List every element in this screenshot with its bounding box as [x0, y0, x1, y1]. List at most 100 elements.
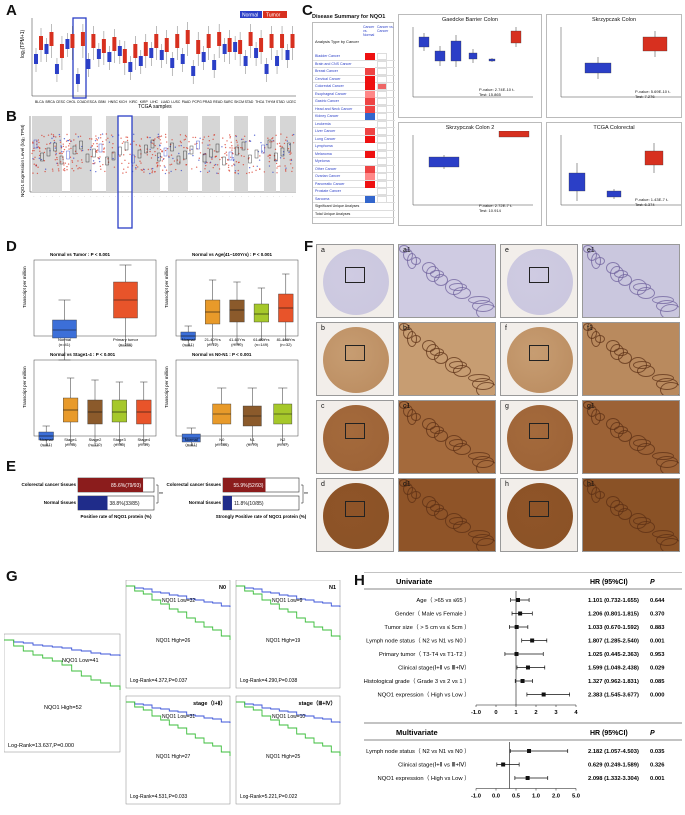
forest-hr: 1.599 (1.049-2.438) — [588, 666, 639, 672]
panel-d-tick-n: (n=12) — [207, 342, 219, 347]
panel-b-point — [178, 152, 180, 155]
panel-b-point — [101, 140, 104, 143]
ihc-image: f1 — [582, 322, 680, 396]
panel-a-tick-label: ESCA — [87, 100, 97, 104]
panel-b-point — [272, 137, 274, 139]
panel-a-box-normal — [149, 42, 154, 66]
panel-b-point — [57, 168, 60, 170]
panel-b-point — [237, 144, 239, 146]
panel-b-point — [267, 137, 269, 139]
panel-a-box-tumor — [175, 26, 180, 60]
panel-a-box-normal — [191, 60, 196, 84]
panel-b-point — [164, 133, 167, 136]
oncomine-row-label: Head and Neck Cancer — [315, 106, 353, 111]
panel-a-box-normal — [159, 44, 164, 68]
oncomine-row-label: Pancreatic Cancer — [315, 181, 345, 186]
oncomine-box — [488, 58, 496, 62]
panel-b-point — [289, 153, 291, 156]
panel-b-point — [80, 159, 83, 161]
forest-tick: 0 — [494, 710, 497, 716]
panel-b-point — [180, 141, 182, 144]
panel-b: NQO1 Expression Level (log₂ TPM) · · · · · · ·… — [18, 112, 298, 230]
panel-a-tick-label: BRCA — [45, 100, 55, 104]
panel-c-letter: C — [302, 2, 313, 19]
panel-b-point — [96, 142, 98, 145]
panel-b-box — [59, 155, 64, 165]
km-low-label: NQO1 Low=41 — [62, 658, 99, 664]
panel-b-point — [36, 140, 38, 143]
oncomine-cell — [365, 173, 375, 180]
panel-b-point — [156, 164, 159, 166]
panel-e-sig: ** — [304, 492, 308, 498]
oncomine-box — [510, 27, 522, 47]
forest-ci — [511, 611, 533, 616]
oncomine-row-label: Significant Unique Analyses — [315, 204, 360, 208]
panel-b-point — [146, 151, 148, 153]
ihc-image: c — [316, 400, 394, 474]
panel-b-point — [58, 133, 61, 136]
panel-h: Univariate HR (95%CI) P Age（ >65 vs ≤65 ） 1.… — [364, 571, 682, 810]
panel-b-point — [203, 136, 205, 138]
oncomine-row: Lung Cancer — [313, 135, 395, 143]
panel-d-title: Normal vs Age(41~100Yrs) : P < 0.001 — [192, 252, 273, 257]
ihc-zoom-box — [529, 423, 549, 439]
panel-d-subplot: Normal vs Stage1-4 : P < 0.001 Transcript… — [22, 352, 157, 447]
panel-a-box-tumor — [217, 24, 222, 58]
panel-d-ylabel: Transcript per million — [22, 366, 27, 408]
panel-d-tick-label: Normal — [182, 337, 195, 342]
panel-b-point — [206, 171, 209, 174]
ihc-zoom-box — [345, 267, 365, 283]
panel-b-point — [79, 135, 82, 137]
panel-b-box — [228, 151, 233, 161]
panel-e-letter: E — [6, 458, 17, 475]
panel-b-point — [96, 139, 99, 141]
panel-b-box — [40, 152, 44, 162]
panel-b-point — [227, 166, 230, 169]
panel-b-point — [163, 165, 166, 167]
panel-b-point — [39, 150, 41, 152]
panel-b-point — [53, 139, 55, 142]
forest-hr-header: HR (95%CI) — [590, 579, 628, 586]
panel-b-point — [154, 150, 156, 153]
oncomine-cell — [377, 60, 387, 68]
oncomine-cell — [365, 98, 375, 105]
ihc-gland — [660, 460, 679, 473]
panel-b-point — [90, 146, 92, 148]
forest-p: 0.326 — [650, 763, 665, 769]
panel-b-point — [258, 159, 261, 161]
panel-b-box — [79, 140, 83, 150]
ihc-label: h — [505, 481, 509, 488]
panel-b-point — [107, 158, 109, 160]
panel-b-band — [280, 116, 296, 192]
panel-a-box-tumor — [143, 34, 148, 68]
panel-b-point — [37, 146, 40, 148]
panel-b-box — [33, 139, 38, 149]
panel-b-point — [198, 157, 201, 159]
ihc-zoom-box — [529, 345, 549, 361]
panel-b-point — [123, 141, 125, 143]
oncomine-rows: Bladder Cancer Brain and CNS Cancer Breast… — [313, 53, 395, 218]
panel-e: Colorectal cancer tissues Normal tissues 8… — [20, 470, 310, 532]
panel-e-bar-chart: Colorectal cancer tissues Normal tissues 8… — [21, 477, 163, 519]
ihc-gland — [434, 430, 448, 442]
panel-b-point — [207, 144, 209, 146]
panel-b-point — [157, 162, 159, 164]
panel-d-ylabel: Transcript per million — [164, 266, 169, 308]
panel-b-box — [235, 146, 239, 156]
panel-b-point — [151, 142, 153, 144]
forest-point — [541, 692, 546, 697]
ihc-gland — [411, 335, 421, 343]
panel-b-point — [289, 159, 291, 161]
oncomine-subplot-3: Skrzypczak Colon 2 P-value: 2.72E-7 t-Te… — [398, 122, 542, 226]
oncomine-cell — [365, 90, 375, 98]
panel-b-point — [179, 134, 182, 136]
forest-title: Univariate — [396, 577, 432, 586]
panel-b-point — [75, 144, 77, 146]
panel-e-row2-label: Normal tissues — [189, 500, 222, 505]
panel-e-bar-normal-value: 11.8%(10/85) — [234, 501, 264, 507]
panel-b-point — [137, 166, 139, 168]
panel-a-tick-label: PAAD — [182, 100, 192, 104]
forest-ci — [496, 762, 520, 767]
panel-b-point — [159, 139, 161, 141]
panel-b-point — [62, 151, 65, 153]
